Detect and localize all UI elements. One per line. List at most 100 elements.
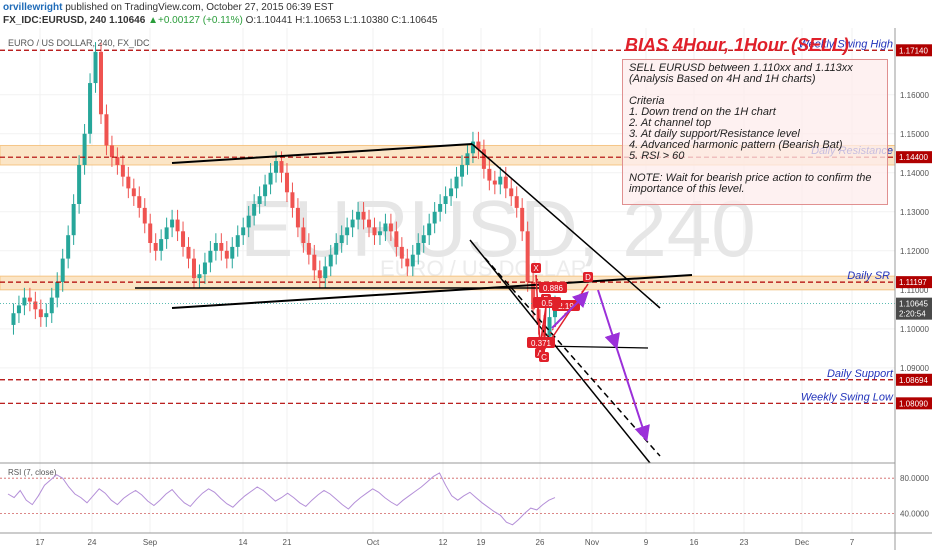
trend-line bbox=[471, 143, 661, 309]
chart-title: EURO / US DOLLAR, 240, FX_IDC bbox=[8, 38, 150, 48]
candle-body bbox=[191, 258, 196, 279]
chart-header: orvillewright published on TradingView.c… bbox=[0, 0, 932, 28]
candle-body bbox=[142, 207, 147, 224]
candle-body bbox=[120, 164, 125, 177]
candle-body bbox=[328, 254, 333, 267]
candle-body bbox=[421, 235, 426, 243]
candle-body bbox=[93, 51, 98, 84]
pattern-point-label: C bbox=[541, 353, 547, 362]
candle-body bbox=[197, 274, 202, 279]
time-tick-label: 19 bbox=[477, 538, 486, 547]
candle-body bbox=[509, 188, 514, 197]
candle-body bbox=[11, 313, 16, 325]
note-line: 4. Advanced harmonic pattern (Bearish Ba… bbox=[629, 139, 843, 151]
time-axis[interactable]: 17 24 Sep 14 21 Oct 12 19 26 Nov 9 16 23 Dec 7 bbox=[36, 538, 855, 547]
time-tick-label: Dec bbox=[795, 538, 809, 547]
projection-arrow bbox=[615, 345, 650, 442]
current-price-text: 1.10645 bbox=[899, 300, 928, 309]
pattern-ratio-label: 2.19 bbox=[558, 302, 574, 311]
rsi-line bbox=[7, 472, 556, 526]
price-series bbox=[11, 42, 557, 347]
candle-body bbox=[279, 161, 284, 173]
candle-body bbox=[77, 164, 82, 204]
candle-body bbox=[438, 203, 443, 212]
candle-body bbox=[470, 141, 475, 154]
channel-lines[interactable] bbox=[135, 143, 693, 464]
candle-body bbox=[284, 172, 289, 193]
candle-body bbox=[317, 270, 322, 279]
pattern-ratio-label: 0.371 bbox=[531, 339, 552, 348]
level-label: Daily Support bbox=[827, 368, 894, 380]
candle-body bbox=[290, 192, 295, 208]
candle-body bbox=[454, 176, 459, 189]
candle-body bbox=[252, 203, 257, 216]
time-tick-label: Nov bbox=[585, 538, 599, 547]
price-tick-label: 1.15000 bbox=[900, 130, 929, 139]
time-tick-label: Sep bbox=[143, 538, 158, 547]
projection-arrow bbox=[551, 291, 589, 329]
candle-body bbox=[394, 231, 399, 247]
author-link[interactable]: orvillewright bbox=[3, 2, 63, 13]
time-tick-label: 23 bbox=[740, 538, 749, 547]
level-price-tag-text: 1.08694 bbox=[899, 376, 928, 385]
candle-body bbox=[230, 246, 235, 259]
rsi-tick-label: 40.0000 bbox=[900, 509, 929, 518]
candle-body bbox=[465, 153, 470, 165]
trend-line bbox=[539, 345, 649, 349]
rsi-tick-label: 80.0000 bbox=[900, 474, 929, 483]
candle-body bbox=[350, 219, 355, 228]
candle-body bbox=[553, 305, 557, 318]
pattern-ratio-label: 0.886 bbox=[543, 284, 564, 293]
candle-body bbox=[312, 254, 317, 271]
time-tick-label: 16 bbox=[690, 538, 699, 547]
candle-body bbox=[476, 141, 481, 150]
candle-body bbox=[98, 51, 103, 115]
time-tick-label: 26 bbox=[536, 538, 545, 547]
candle-body bbox=[323, 266, 328, 279]
candle-body bbox=[372, 227, 377, 236]
candle-body bbox=[153, 242, 158, 251]
analysis-notes: SELL EURUSD between 1.110xx and 1.113xx(… bbox=[622, 59, 888, 205]
price-tick-label: 1.14000 bbox=[900, 169, 929, 178]
time-tick-label: Oct bbox=[367, 538, 380, 547]
candle-body bbox=[487, 168, 492, 181]
candle-body bbox=[241, 227, 246, 236]
trend-line bbox=[171, 143, 473, 164]
time-tick-label: 7 bbox=[850, 538, 855, 547]
countdown-text: 2:20:54 bbox=[899, 310, 926, 319]
time-tick-label: 17 bbox=[36, 538, 45, 547]
candle-body bbox=[44, 313, 49, 318]
candle-body bbox=[416, 242, 421, 255]
candle-body bbox=[531, 282, 536, 310]
note-line: 5. RSI > 60 bbox=[629, 150, 685, 162]
pattern-ratio-tag bbox=[527, 337, 555, 348]
candle-body bbox=[66, 235, 71, 259]
published-text: published on TradingView.com, October 27… bbox=[62, 2, 334, 13]
candle-body bbox=[109, 145, 114, 158]
price-change: ▲+0.00127 (+0.11%) bbox=[148, 15, 243, 26]
candle-body bbox=[208, 250, 213, 263]
price-tick-label: 1.16000 bbox=[900, 91, 929, 100]
candle-body bbox=[235, 235, 240, 247]
candle-body bbox=[339, 235, 344, 243]
candle-body bbox=[219, 242, 224, 251]
candle-body bbox=[356, 211, 361, 220]
pattern-ratio-label: 0.5 bbox=[541, 299, 553, 308]
pattern-point-label: X bbox=[533, 264, 539, 273]
candle-body bbox=[383, 223, 388, 232]
projection-arrows[interactable] bbox=[551, 289, 650, 442]
note-line: SELL EURUSD between 1.110xx and 1.113xx bbox=[629, 62, 853, 74]
pattern-point-tag bbox=[583, 272, 593, 282]
candle-body bbox=[361, 211, 366, 220]
level-label: Weekly Swing Low bbox=[801, 391, 894, 403]
note-line: NOTE: Wait for bearish price action to c… bbox=[629, 172, 872, 184]
price-axis[interactable]: 1.16000 1.15000 1.14000 1.13000 1.12000 1.110… bbox=[900, 91, 929, 373]
pattern-ratio-tag bbox=[533, 297, 561, 308]
level-price-tag bbox=[896, 397, 932, 410]
candle-body bbox=[520, 207, 525, 232]
channel-midline bbox=[484, 257, 661, 457]
candle-body bbox=[257, 196, 262, 204]
time-tick-label: 14 bbox=[239, 538, 248, 547]
candle-body bbox=[345, 227, 350, 236]
candle-body bbox=[377, 231, 382, 236]
